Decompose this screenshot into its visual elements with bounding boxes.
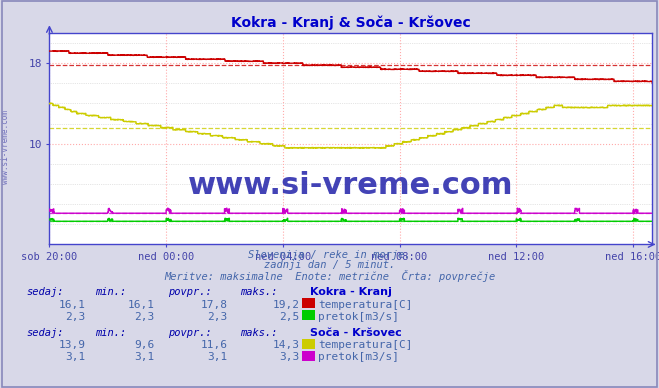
Text: maks.:: maks.: <box>241 328 278 338</box>
Text: maks.:: maks.: <box>241 287 278 297</box>
Text: 3,1: 3,1 <box>134 352 155 362</box>
Text: povpr.:: povpr.: <box>168 287 212 297</box>
Text: 14,3: 14,3 <box>273 340 300 350</box>
Title: Kokra - Kranj & Soča - Kršovec: Kokra - Kranj & Soča - Kršovec <box>231 16 471 30</box>
Text: www.si-vreme.com: www.si-vreme.com <box>188 171 513 200</box>
Text: 16,1: 16,1 <box>128 300 155 310</box>
Text: pretok[m3/s]: pretok[m3/s] <box>318 312 399 322</box>
Text: 2,5: 2,5 <box>279 312 300 322</box>
Text: 3,1: 3,1 <box>65 352 86 362</box>
Text: Slovenija / reke in morje.: Slovenija / reke in morje. <box>248 250 411 260</box>
Text: 16,1: 16,1 <box>59 300 86 310</box>
Text: sedaj:: sedaj: <box>26 287 64 297</box>
Text: min.:: min.: <box>96 328 127 338</box>
Text: 19,2: 19,2 <box>273 300 300 310</box>
Text: 9,6: 9,6 <box>134 340 155 350</box>
Text: 17,8: 17,8 <box>200 300 227 310</box>
Text: 2,3: 2,3 <box>134 312 155 322</box>
Text: Soča - Kršovec: Soča - Kršovec <box>310 328 401 338</box>
Text: temperatura[C]: temperatura[C] <box>318 340 413 350</box>
Text: povpr.:: povpr.: <box>168 328 212 338</box>
Text: www.si-vreme.com: www.si-vreme.com <box>1 111 10 184</box>
Text: sedaj:: sedaj: <box>26 328 64 338</box>
Text: Meritve: maksimalne  Enote: metrične  Črta: povprečje: Meritve: maksimalne Enote: metrične Črta… <box>164 270 495 282</box>
Text: 3,3: 3,3 <box>279 352 300 362</box>
Text: zadnji dan / 5 minut.: zadnji dan / 5 minut. <box>264 260 395 270</box>
Text: temperatura[C]: temperatura[C] <box>318 300 413 310</box>
Text: Kokra - Kranj: Kokra - Kranj <box>310 287 391 297</box>
Text: pretok[m3/s]: pretok[m3/s] <box>318 352 399 362</box>
Text: 2,3: 2,3 <box>207 312 227 322</box>
Text: 2,3: 2,3 <box>65 312 86 322</box>
Text: 13,9: 13,9 <box>59 340 86 350</box>
Text: min.:: min.: <box>96 287 127 297</box>
Text: 11,6: 11,6 <box>200 340 227 350</box>
Text: 3,1: 3,1 <box>207 352 227 362</box>
